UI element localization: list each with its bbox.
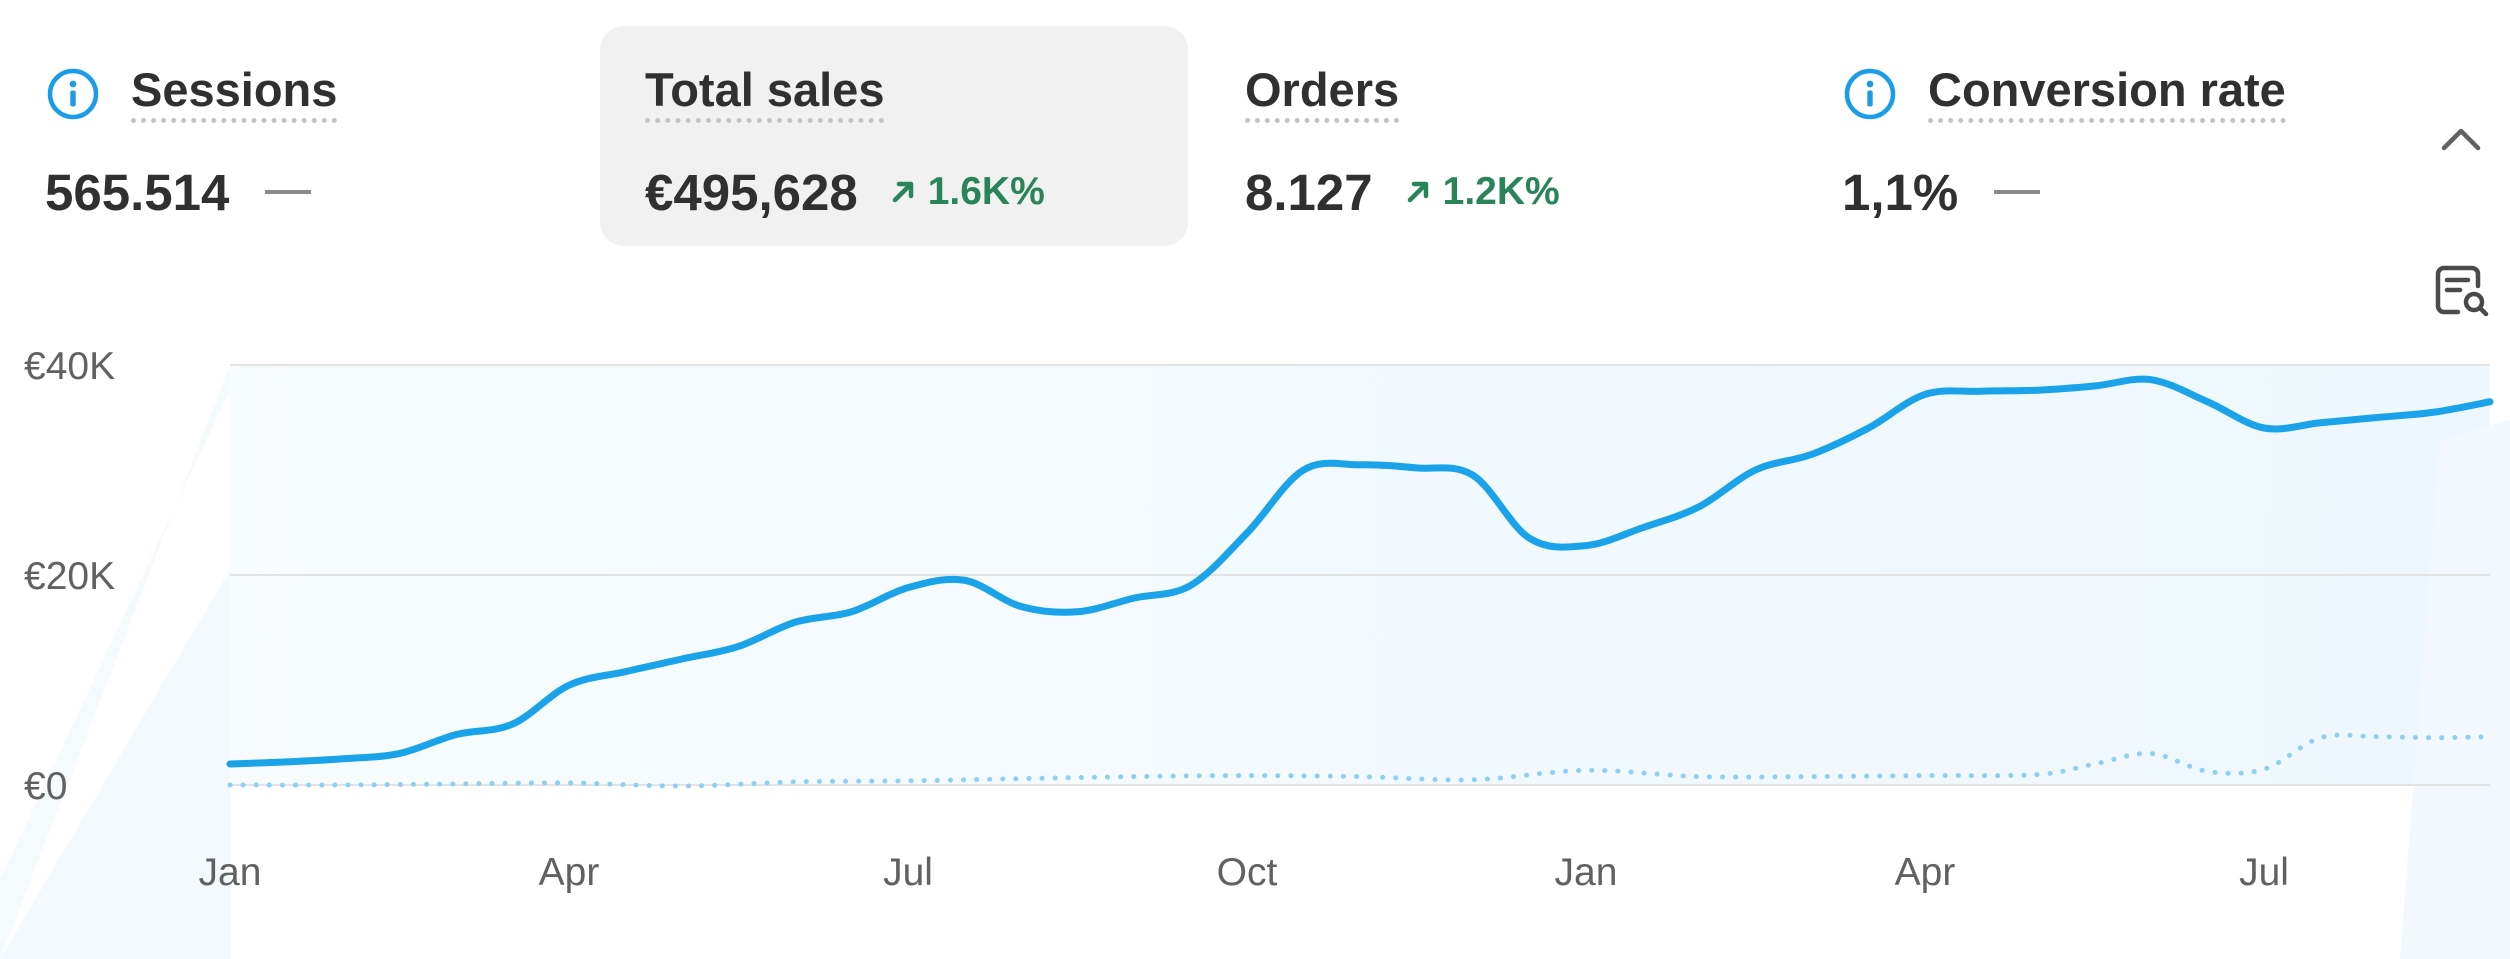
metric-head: Conversion rate <box>1842 64 2352 124</box>
x-tick-label: Oct <box>1217 851 1278 894</box>
metric-value-row: 1,1% <box>1842 162 2352 222</box>
change-value: 1.6K% <box>927 170 1045 213</box>
metric-label: Total sales <box>645 65 885 124</box>
x-tick-label: Jul <box>883 851 933 894</box>
no-change-dash <box>265 190 312 194</box>
y-tick-label: €0 <box>24 765 67 808</box>
metric-value: 1,1% <box>1842 163 1959 221</box>
metric-orders[interactable]: Orders 8.127 1.2K% <box>1200 26 1760 246</box>
primary-series-line[interactable] <box>226 375 2494 768</box>
metric-head: Total sales <box>645 64 1143 124</box>
metric-value-row: 565.514 <box>45 162 515 222</box>
y-tick-label: €40K <box>24 345 115 388</box>
metric-value: 8.127 <box>1245 163 1373 221</box>
change-badge: 1.2K% <box>1403 170 1560 214</box>
arrow-up-right-icon <box>1407 181 1428 203</box>
metric-value: 565.514 <box>45 163 230 221</box>
arrow-up-right-icon <box>892 181 913 203</box>
metric-head: Sessions <box>45 64 515 124</box>
metric-head: Orders <box>1245 64 1715 124</box>
x-tick-label: Apr <box>539 851 600 894</box>
x-tick-label: Jan <box>199 851 262 894</box>
info-icon[interactable] <box>1842 66 1898 122</box>
metric-sessions[interactable]: Sessions 565.514 <box>0 26 560 246</box>
metric-value-row: €495,628 1.6K% <box>645 162 1143 222</box>
chevron-up-icon[interactable] <box>2436 114 2486 164</box>
metric-conversion-rate[interactable]: Conversion rate 1,1% <box>1797 26 2397 246</box>
y-tick-label: €20K <box>24 555 115 598</box>
change-badge: 1.6K% <box>888 170 1045 214</box>
no-change-dash <box>1994 190 2041 194</box>
metric-value-row: 8.127 1.2K% <box>1245 162 1715 222</box>
info-icon[interactable] <box>45 66 101 122</box>
metric-label: Sessions <box>131 65 338 124</box>
metric-label: Conversion rate <box>1928 65 2286 124</box>
x-tick-label: Jan <box>1555 851 1618 894</box>
metric-total-sales[interactable]: Total sales €495,628 1.6K% <box>600 26 1188 246</box>
x-tick-label: Apr <box>1895 851 1956 894</box>
metric-label: Orders <box>1245 65 1400 124</box>
change-value: 1.2K% <box>1442 170 1560 213</box>
metric-value: €495,628 <box>645 163 858 221</box>
x-tick-label: Jul <box>2239 851 2289 894</box>
chart-search-icon[interactable] <box>2432 262 2492 322</box>
